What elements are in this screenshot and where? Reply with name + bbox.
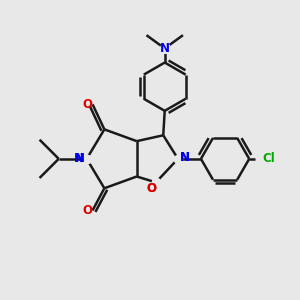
Text: N: N (179, 151, 190, 164)
Text: N: N (74, 152, 84, 165)
Text: O: O (82, 204, 92, 217)
Text: N: N (160, 42, 170, 55)
Text: Cl: Cl (262, 152, 274, 165)
Text: N: N (179, 151, 190, 164)
Text: N: N (75, 152, 85, 165)
Text: O: O (146, 182, 157, 195)
Text: O: O (82, 98, 92, 111)
Text: O: O (146, 182, 157, 195)
